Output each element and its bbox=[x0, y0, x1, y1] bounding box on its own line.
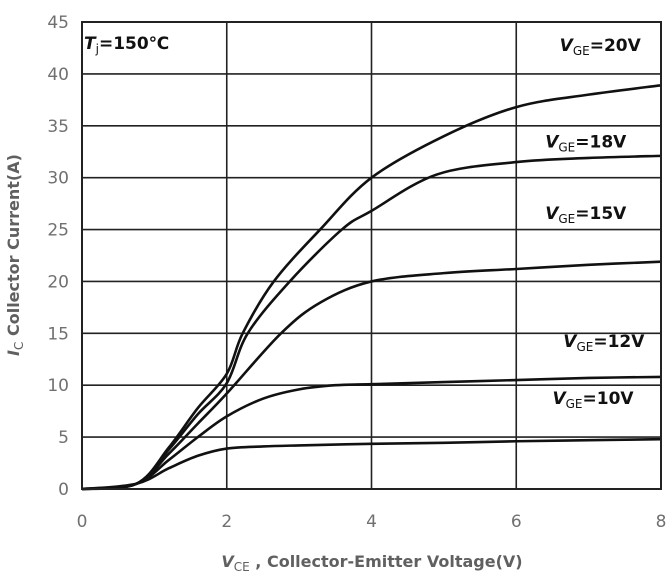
y-tick-label: 45 bbox=[47, 13, 69, 33]
curve-v-ge-20v bbox=[81, 84, 662, 491]
y-tick-label: 5 bbox=[58, 428, 69, 448]
x-tick-label: 0 bbox=[77, 512, 88, 532]
series-label: VGE=18V bbox=[545, 133, 627, 155]
y-tick-label: 15 bbox=[47, 324, 69, 344]
y-tick-label: 40 bbox=[47, 65, 69, 85]
x-tick-label: 2 bbox=[221, 512, 232, 532]
series-label: VGE=12V bbox=[563, 332, 645, 354]
series-label: VGE=15V bbox=[545, 204, 627, 226]
junction-temperature-annotation: Tj=150℃ bbox=[84, 34, 169, 56]
x-axis-ticks: 0 2 4 6 8 bbox=[77, 512, 667, 532]
grid-lines bbox=[81, 21, 662, 490]
series-label: VGE=10V bbox=[552, 389, 634, 411]
y-axis-title: IC Collector Current(A) bbox=[4, 154, 26, 356]
plot-frame bbox=[81, 21, 662, 490]
series-labels: VGE=20V VGE=18V VGE=15V VGE=12V VGE=10V bbox=[545, 36, 645, 411]
y-tick-label: 10 bbox=[47, 376, 69, 396]
curve-v-ge-15v bbox=[81, 260, 662, 491]
series-label: VGE=20V bbox=[560, 36, 642, 58]
y-tick-label: 25 bbox=[47, 221, 69, 241]
data-curves bbox=[81, 84, 662, 491]
y-tick-label: 30 bbox=[47, 169, 69, 189]
y-tick-label: 35 bbox=[47, 117, 69, 137]
curve-v-ge-10v bbox=[81, 437, 662, 491]
x-tick-label: 8 bbox=[656, 512, 667, 532]
x-tick-label: 6 bbox=[511, 512, 522, 532]
curve-v-ge-12v bbox=[81, 375, 662, 491]
y-axis-ticks: 0 5 10 15 20 25 30 35 40 45 bbox=[47, 13, 69, 500]
x-axis-title: VCE , Collector-Emitter Voltage(V) bbox=[221, 552, 522, 574]
x-tick-label: 4 bbox=[366, 512, 377, 532]
y-tick-label: 20 bbox=[47, 272, 69, 292]
curve-v-ge-18v bbox=[81, 154, 662, 491]
y-tick-label: 0 bbox=[58, 480, 69, 500]
